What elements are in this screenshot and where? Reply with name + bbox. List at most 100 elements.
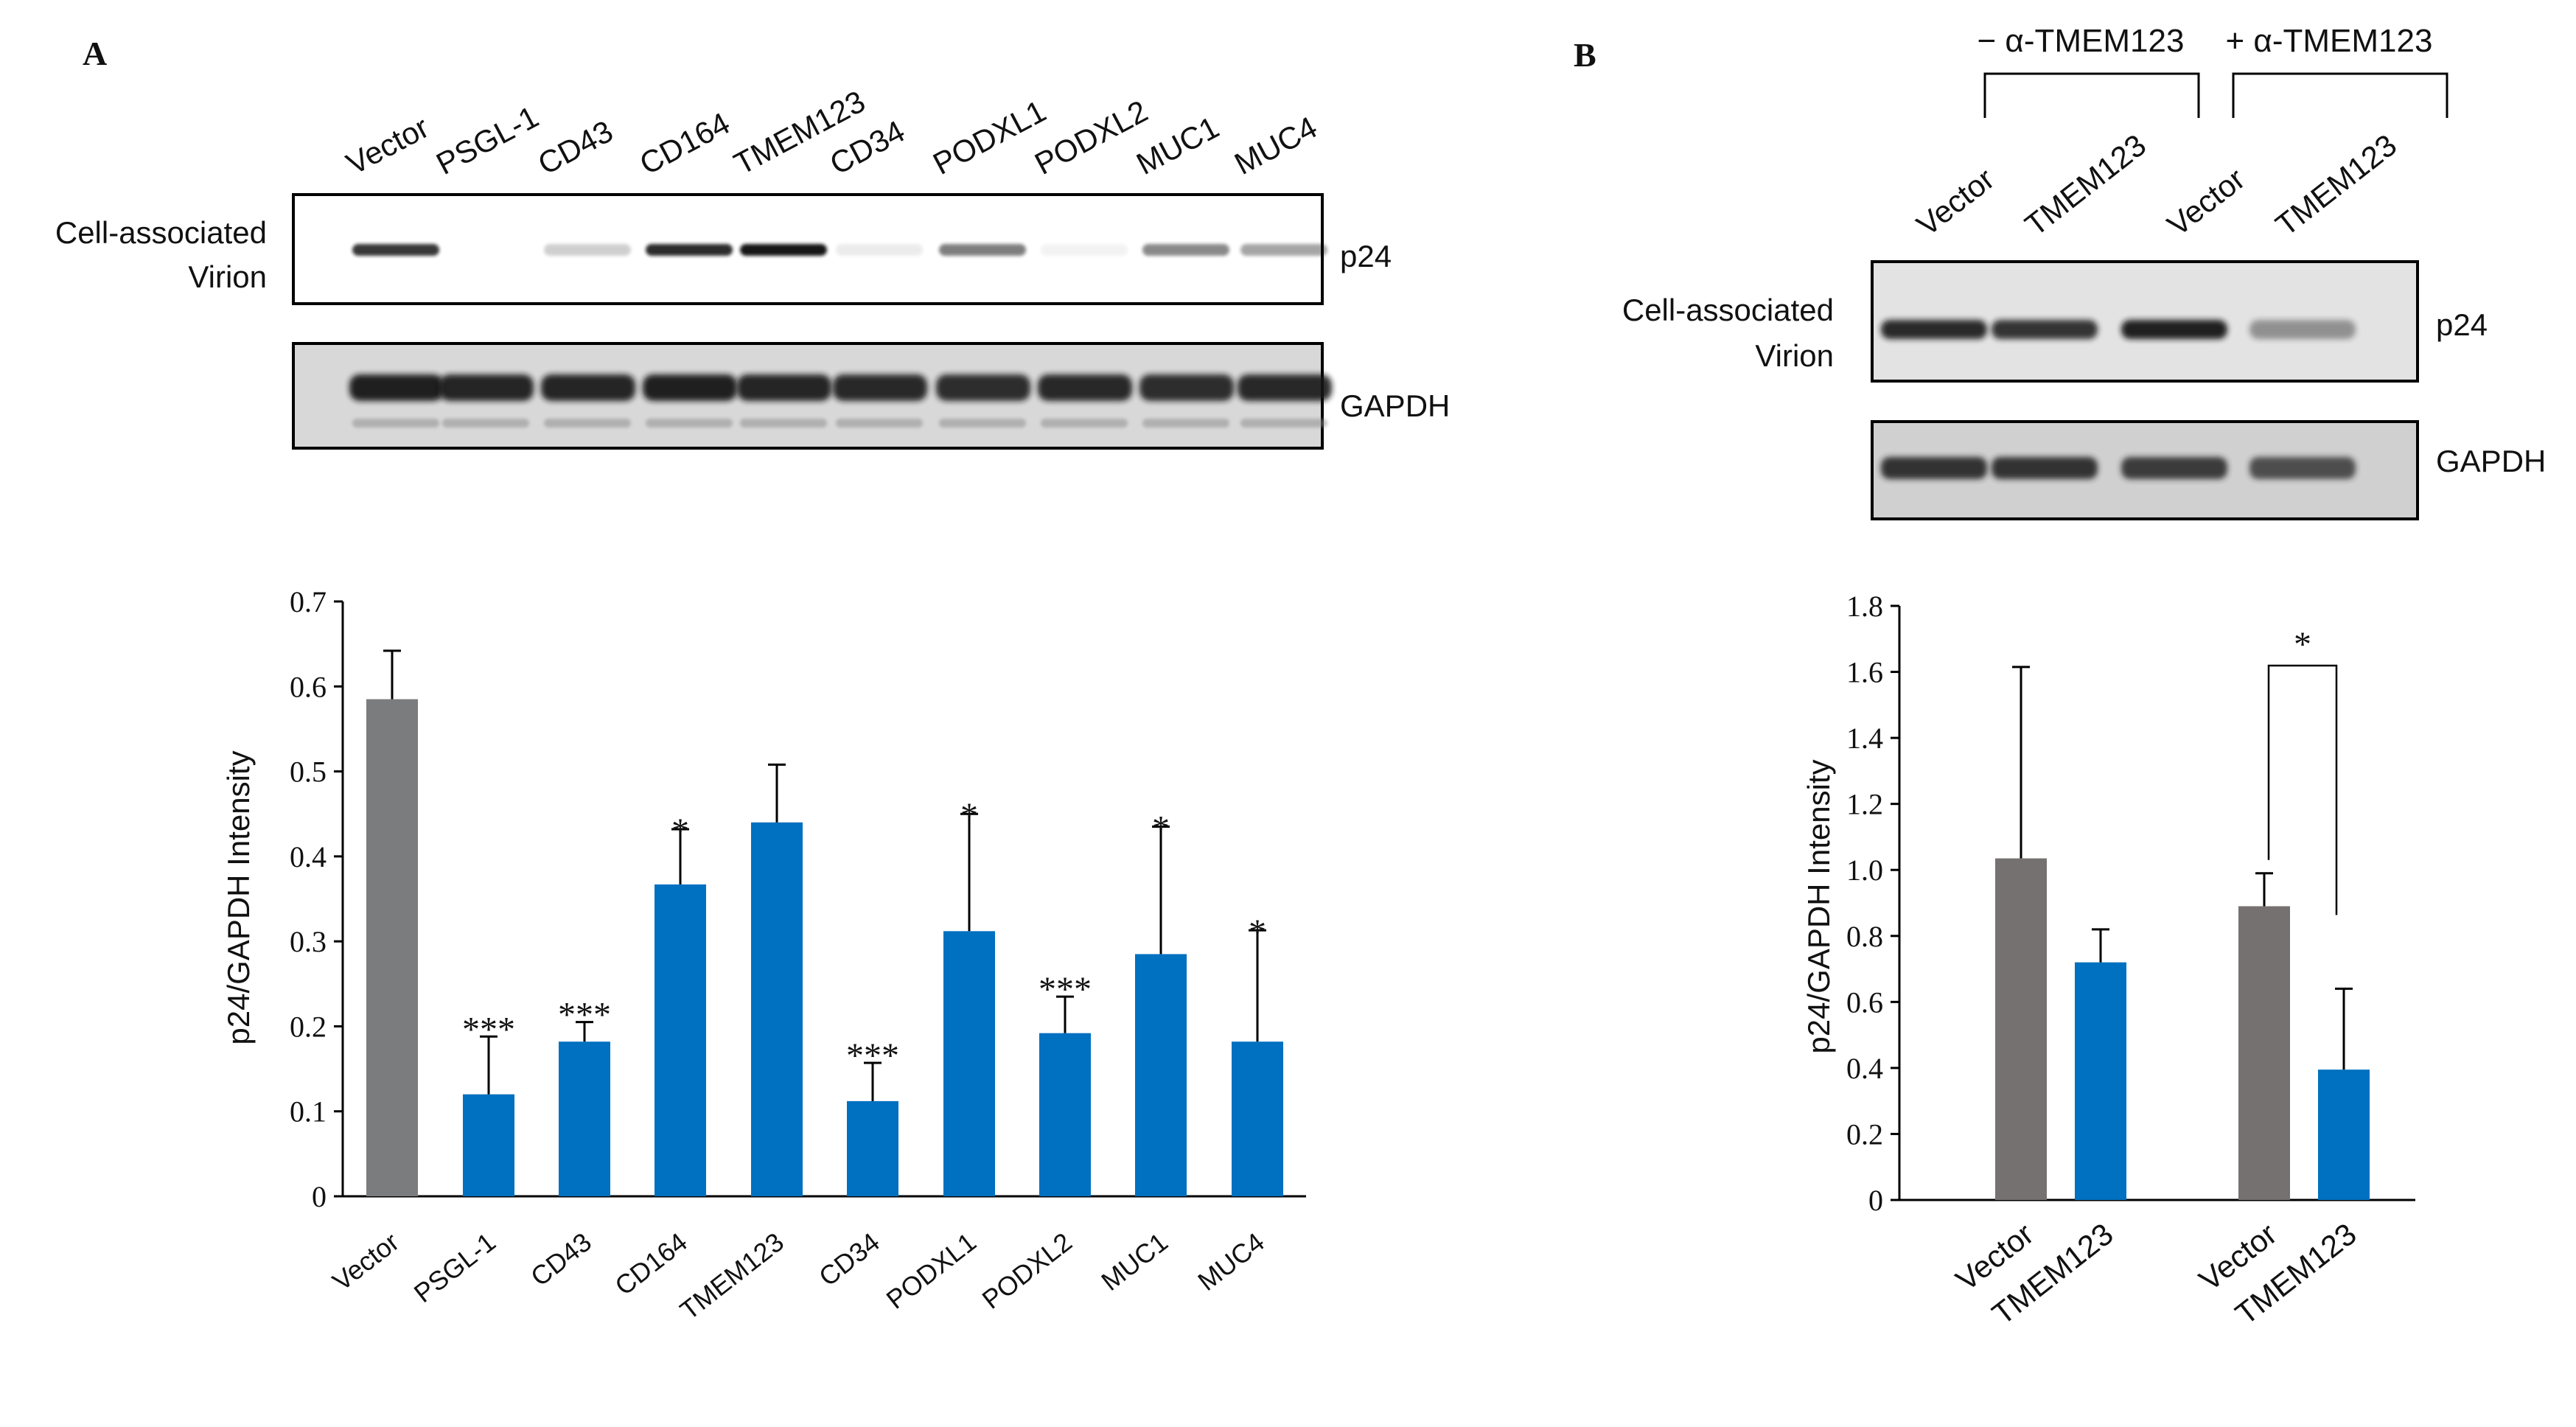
panel-a-lane-label: CD43 — [532, 114, 618, 181]
y-tick-label: 1.6 — [1846, 656, 1883, 689]
panel-a-x-tick-label: CD34 — [813, 1227, 885, 1292]
panel-b-top-group-label-minus: − α-TMEM123 — [1978, 23, 2185, 59]
panel-a-gapdh-lower-band — [1142, 419, 1229, 428]
panel-a-x-tick-label: CD164 — [609, 1227, 693, 1301]
panel-a-gapdh-lower-band — [442, 419, 529, 428]
y-tick-label: 0 — [312, 1180, 327, 1213]
panel-a-row-label-2: Virion — [188, 259, 267, 294]
panel-a-gapdh-band — [349, 374, 444, 401]
y-tick-label: 0 — [1868, 1184, 1883, 1217]
panel-a-x-tick-label: PODXL1 — [881, 1227, 982, 1315]
panel-a-lane-label: MUC4 — [1229, 110, 1322, 181]
bar — [2318, 1070, 2370, 1200]
panel-a-p24-band — [1041, 244, 1128, 256]
panel-b-row-label-1: Cell-associated — [1622, 293, 1834, 327]
y-tick-label: 0.2 — [1846, 1117, 1883, 1151]
panel-b-row-label-2: Virion — [1755, 338, 1834, 373]
panel-a-x-tick-label: Vector — [327, 1227, 405, 1297]
bar — [366, 699, 418, 1196]
panel-a-letter: A — [83, 35, 107, 72]
panel-b-lane-label: Vector — [1910, 161, 2001, 243]
panel-b-bar-chart: 00.20.40.60.81.01.21.41.61.8VectorTMEM12… — [1846, 590, 2415, 1331]
bar — [1232, 1042, 1283, 1196]
panel-a-p24-band — [1240, 244, 1327, 256]
bar — [463, 1094, 514, 1196]
panel-a-p24-band — [1142, 244, 1229, 256]
panel-a-x-tick-label: TMEM123 — [674, 1227, 789, 1326]
panel-a-gapdh-lower-band — [1041, 419, 1128, 428]
panel-a-gapdh-band — [833, 374, 927, 401]
panel-a-gapdh-lower-band — [1240, 419, 1327, 428]
significance-marker: * — [1249, 913, 1266, 952]
panel-b-top-bracket-plus — [2232, 72, 2448, 118]
significance-marker: * — [671, 812, 689, 851]
bar — [655, 884, 706, 1196]
panel-a-x-tick-label: MUC1 — [1095, 1227, 1173, 1297]
panel-b-p24-bands — [1881, 320, 2356, 339]
panel-b-gapdh-label: GAPDH — [2436, 444, 2546, 478]
panel-b-lane-labels: Vector TMEM123 Vector TMEM123 — [1910, 128, 2404, 243]
panel-b-top-bracket-minus — [1983, 72, 2200, 118]
y-tick-label: 0.1 — [290, 1095, 327, 1128]
bar — [2238, 906, 2290, 1200]
panel-a-gapdh-band — [1139, 374, 1234, 401]
panel-a-p24-band — [544, 244, 631, 256]
panel-a-gapdh-band — [1038, 374, 1132, 401]
panel-a-p24-band — [352, 244, 439, 256]
significance-marker: * — [1152, 809, 1170, 848]
panel-a-lane-label: PODXL2 — [1029, 94, 1153, 181]
bar — [943, 931, 995, 1196]
bar — [847, 1100, 898, 1196]
panel-a-gapdh-band — [541, 374, 635, 401]
panel-a-gapdh-band — [936, 374, 1030, 401]
panel-a-row-label-1: Cell-associated — [55, 215, 267, 250]
panel-a-lane-label: PSGL-1 — [430, 99, 544, 181]
y-tick-label: 1.2 — [1846, 788, 1883, 821]
panel-a-x-tick-label: MUC4 — [1192, 1227, 1270, 1297]
panel-b-gapdh-band — [1881, 457, 1987, 479]
panel-a-p24-label: p24 — [1340, 239, 1392, 273]
significance-bracket — [2267, 664, 2338, 915]
panel-a-x-tick-label: CD43 — [525, 1227, 597, 1292]
panel-a-gapdh-label: GAPDH — [1340, 388, 1450, 423]
panel-a-gapdh-band — [1238, 374, 1332, 401]
y-tick-label: 1.4 — [1846, 722, 1883, 755]
panel-b-y-axis-label: p24/GAPDH Intensity — [1801, 759, 1836, 1053]
bar — [751, 822, 803, 1196]
significance-marker: *** — [558, 996, 611, 1035]
bar — [1135, 954, 1187, 1196]
y-tick-label: 0.3 — [290, 925, 327, 958]
panel-a-p24-bands — [352, 244, 1327, 256]
panel-b-gapdh-bands — [1881, 457, 2356, 479]
y-tick-label: 0.7 — [290, 585, 327, 618]
panel-a-lane-label: CD164 — [634, 105, 736, 181]
panel-a-gapdh-bands — [349, 374, 1332, 428]
panel-a-p24-band — [836, 244, 923, 256]
y-tick-label: 0.2 — [290, 1010, 327, 1043]
panel-b-lane-label: Vector — [2161, 161, 2252, 243]
panel-a-gapdh-lower-band — [352, 419, 439, 428]
panel-a-p24-band — [740, 244, 827, 256]
panel-a-x-tick-label: PODXL2 — [977, 1227, 1078, 1315]
panel-a-gapdh-band — [643, 374, 737, 401]
panel-a-lane-label: Vector — [341, 110, 434, 181]
panel-a-gapdh-band — [737, 374, 831, 401]
panel-b-top-group-label-plus: + α-TMEM123 — [2226, 23, 2433, 59]
panel-a-gapdh-lower-band — [740, 419, 827, 428]
y-tick-label: 0.8 — [1846, 920, 1883, 953]
panel-b-lane-label: TMEM123 — [2019, 128, 2153, 243]
panel-b-p24-band — [1992, 320, 2098, 339]
panel-b-gapdh-band — [2121, 457, 2227, 479]
panel-a-gapdh-lower-band — [544, 419, 631, 428]
y-tick-label: 0.4 — [1846, 1052, 1883, 1085]
significance-marker: *** — [1039, 970, 1092, 1009]
panel-a-lane-label: PODXL1 — [927, 94, 1051, 181]
y-tick-label: 0.6 — [1846, 985, 1883, 1019]
significance-bracket-label: * — [2294, 625, 2311, 664]
bar — [1039, 1033, 1091, 1196]
significance-marker: *** — [462, 1010, 515, 1049]
y-tick-label: 1.0 — [1846, 854, 1883, 887]
panel-b-p24-label: p24 — [2436, 307, 2488, 342]
